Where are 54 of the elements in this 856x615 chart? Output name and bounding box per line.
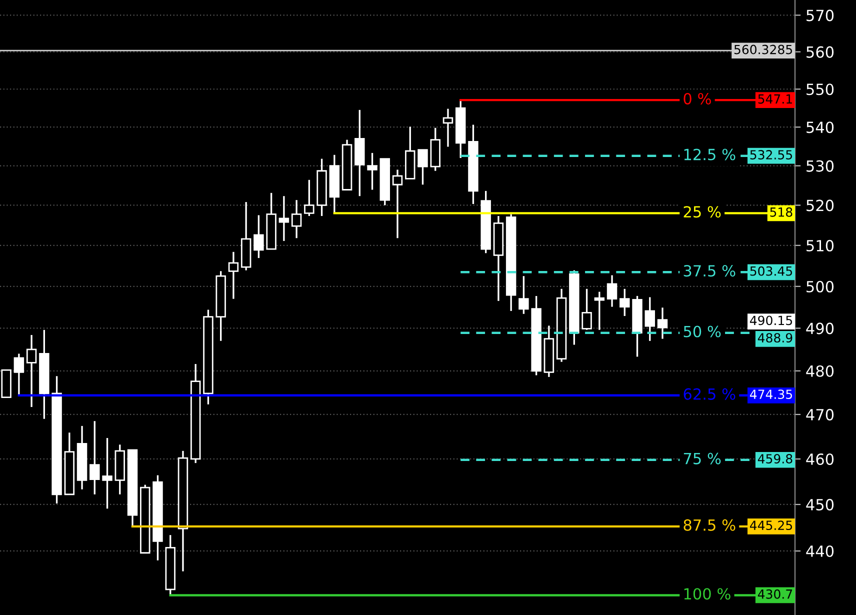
candlestick (291, 199, 302, 239)
annotation: 50 % (684, 326, 721, 338)
candlestick (442, 108, 454, 148)
candlestick (304, 179, 314, 217)
ref-line-label: 445.25 (750, 520, 792, 530)
annotation: 100 % (684, 588, 730, 600)
ref-line-label: 518 (770, 207, 792, 217)
candlestick (606, 274, 618, 308)
ref-line-label: 430.7 (758, 589, 792, 599)
y-tick-label: 480 (806, 365, 834, 377)
y-tick-label: 450 (806, 498, 834, 510)
y-tick-label: 560 (806, 46, 834, 58)
ref-line-label: 474.35 (750, 390, 792, 400)
candlestick (594, 290, 605, 331)
y-tick-label: 500 (806, 280, 834, 292)
candlestick (582, 288, 592, 331)
y-tick-label: 510 (806, 240, 834, 252)
ref-line-label: 547.1 (758, 94, 792, 104)
annotation: 490.15 (750, 316, 792, 326)
candlestick (644, 296, 655, 342)
y-tick-label: 470 (806, 408, 834, 420)
candlestick (392, 168, 403, 239)
annotation: 62.5 % (684, 388, 736, 400)
annotation: 75 % (684, 452, 721, 464)
candlestick (254, 214, 264, 259)
annotation: 37.5 % (684, 265, 736, 277)
y-tick-label: 540 (806, 122, 834, 134)
y-tick-label: 570 (806, 10, 834, 22)
candlestick (518, 275, 529, 315)
y-tick-label: 520 (806, 200, 834, 212)
candlestick (418, 149, 428, 186)
y-tick-label: 460 (806, 453, 834, 465)
candlestick (102, 437, 112, 510)
candlestick (26, 334, 37, 408)
ref-line-label: 503.45 (750, 266, 792, 276)
candlestick (228, 251, 239, 300)
ref-line-label: 459.8 (758, 454, 792, 464)
candlestick (367, 152, 378, 191)
annotation: 25 % (684, 206, 721, 218)
candlestick (90, 420, 100, 496)
ref-line-label: 532.55 (750, 150, 792, 160)
candlestick (278, 195, 290, 242)
annotation: 0 % (684, 92, 711, 104)
candlestick (14, 352, 24, 396)
candlestick (620, 288, 630, 317)
candlestick (657, 306, 668, 340)
annotation: 87.5 % (684, 519, 736, 531)
annotation: 12.5 % (684, 148, 736, 160)
y-tick-label: 490 (806, 322, 834, 334)
ref-line-label: 488.9 (758, 333, 792, 343)
y-tick-label: 530 (806, 160, 834, 172)
y-tick-label: 440 (806, 545, 834, 558)
ref-line-label: 560.3285 (734, 44, 792, 54)
y-tick-label: 550 (806, 84, 834, 96)
